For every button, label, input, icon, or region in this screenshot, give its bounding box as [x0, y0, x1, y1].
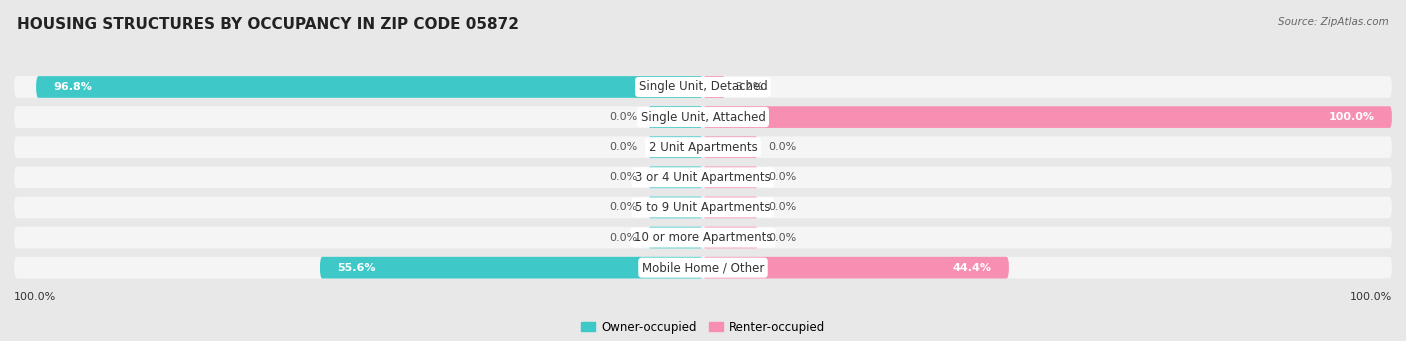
- Text: 0.0%: 0.0%: [769, 233, 797, 242]
- FancyBboxPatch shape: [648, 197, 703, 218]
- Text: Single Unit, Attached: Single Unit, Attached: [641, 110, 765, 123]
- Text: 0.0%: 0.0%: [769, 172, 797, 182]
- Text: Single Unit, Detached: Single Unit, Detached: [638, 80, 768, 93]
- FancyBboxPatch shape: [321, 257, 703, 279]
- FancyBboxPatch shape: [37, 76, 703, 98]
- Text: 3.2%: 3.2%: [735, 82, 763, 92]
- Text: Mobile Home / Other: Mobile Home / Other: [641, 261, 765, 274]
- FancyBboxPatch shape: [703, 166, 758, 188]
- FancyBboxPatch shape: [14, 106, 1392, 128]
- FancyBboxPatch shape: [14, 136, 1392, 158]
- Text: 0.0%: 0.0%: [609, 172, 637, 182]
- Text: HOUSING STRUCTURES BY OCCUPANCY IN ZIP CODE 05872: HOUSING STRUCTURES BY OCCUPANCY IN ZIP C…: [17, 17, 519, 32]
- FancyBboxPatch shape: [703, 227, 758, 248]
- Text: 2 Unit Apartments: 2 Unit Apartments: [648, 141, 758, 154]
- FancyBboxPatch shape: [703, 76, 725, 98]
- Text: 100.0%: 100.0%: [1350, 292, 1392, 302]
- Text: 44.4%: 44.4%: [953, 263, 991, 273]
- FancyBboxPatch shape: [14, 166, 1392, 188]
- FancyBboxPatch shape: [648, 227, 703, 248]
- FancyBboxPatch shape: [703, 136, 758, 158]
- Text: 0.0%: 0.0%: [769, 142, 797, 152]
- Text: 55.6%: 55.6%: [337, 263, 375, 273]
- FancyBboxPatch shape: [648, 136, 703, 158]
- FancyBboxPatch shape: [648, 106, 703, 128]
- Text: 0.0%: 0.0%: [609, 233, 637, 242]
- FancyBboxPatch shape: [703, 197, 758, 218]
- FancyBboxPatch shape: [14, 227, 1392, 248]
- Text: 3 or 4 Unit Apartments: 3 or 4 Unit Apartments: [636, 171, 770, 184]
- FancyBboxPatch shape: [14, 197, 1392, 218]
- FancyBboxPatch shape: [703, 106, 1392, 128]
- FancyBboxPatch shape: [648, 166, 703, 188]
- FancyBboxPatch shape: [703, 257, 1010, 279]
- Legend: Owner-occupied, Renter-occupied: Owner-occupied, Renter-occupied: [576, 316, 830, 338]
- Text: 0.0%: 0.0%: [609, 112, 637, 122]
- Text: 96.8%: 96.8%: [53, 82, 93, 92]
- Text: 100.0%: 100.0%: [1329, 112, 1375, 122]
- Text: 0.0%: 0.0%: [609, 142, 637, 152]
- Text: 0.0%: 0.0%: [769, 203, 797, 212]
- Text: 100.0%: 100.0%: [14, 292, 56, 302]
- FancyBboxPatch shape: [14, 257, 1392, 279]
- Text: 0.0%: 0.0%: [609, 203, 637, 212]
- Text: 5 to 9 Unit Apartments: 5 to 9 Unit Apartments: [636, 201, 770, 214]
- Text: Source: ZipAtlas.com: Source: ZipAtlas.com: [1278, 17, 1389, 27]
- FancyBboxPatch shape: [14, 76, 1392, 98]
- Text: 10 or more Apartments: 10 or more Apartments: [634, 231, 772, 244]
